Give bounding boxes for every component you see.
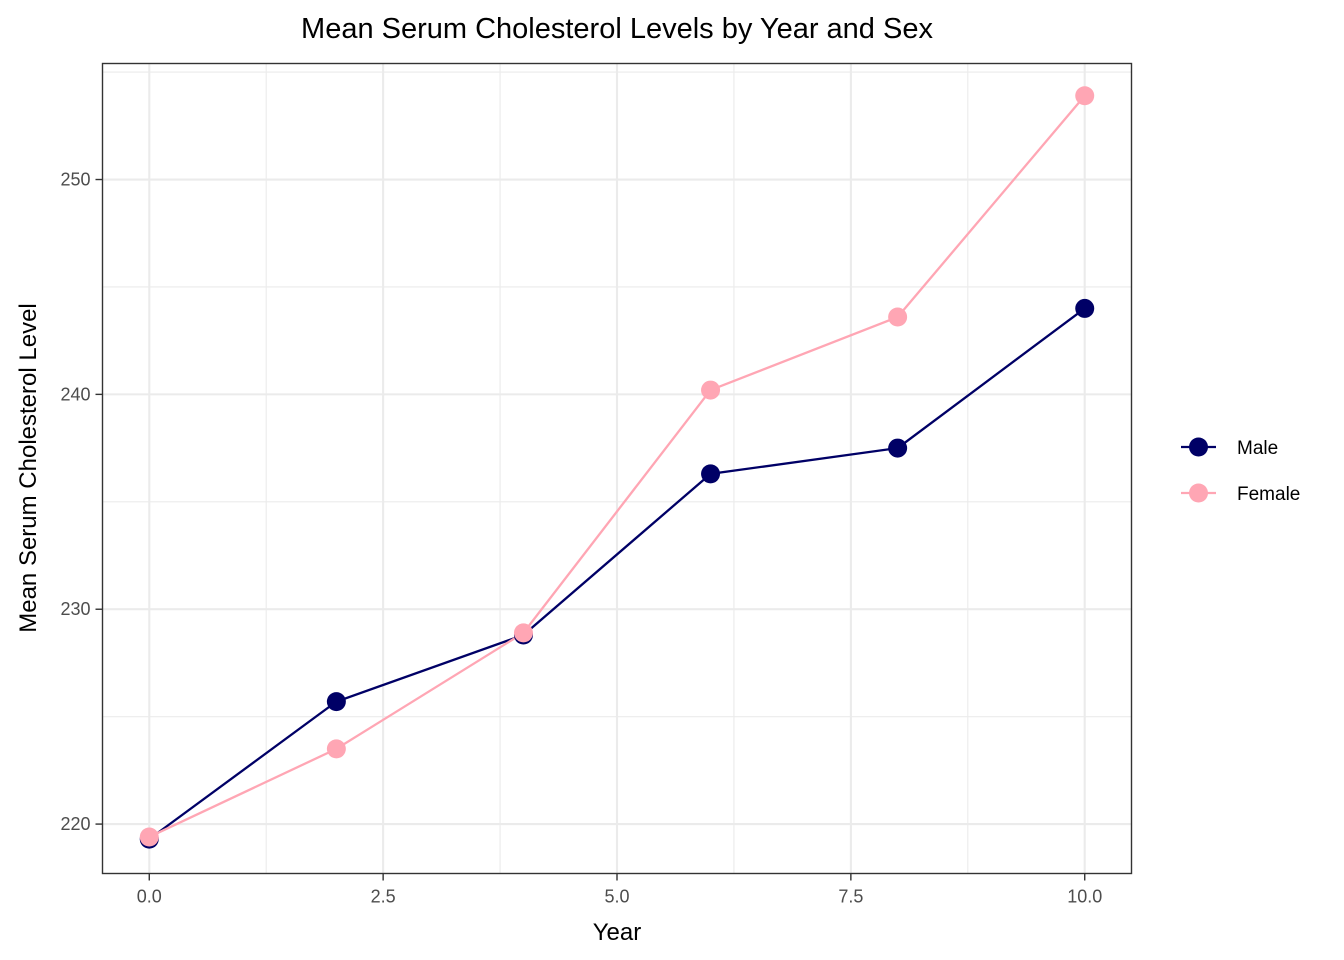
data-point-female	[326, 739, 346, 759]
chart-title: Mean Serum Cholesterol Levels by Year an…	[301, 13, 933, 45]
x-tick-label: 0.0	[137, 887, 162, 907]
data-point-male	[326, 692, 346, 712]
x-axis: 0.0 2.5 5.0 7.5 10.0	[137, 873, 1102, 907]
data-point-female	[1075, 86, 1095, 106]
data-point-male	[701, 464, 721, 484]
x-tick-label: 5.0	[604, 887, 629, 907]
series-layer	[139, 86, 1095, 849]
data-point-female	[701, 380, 721, 400]
x-tick-label: 7.5	[838, 887, 863, 907]
legend-label-male: Male	[1237, 438, 1278, 459]
legend-key-point-male	[1189, 437, 1208, 457]
x-axis-title: Year	[593, 919, 642, 946]
y-tick-label: 250	[60, 170, 90, 190]
legend-label-female: Female	[1237, 484, 1300, 505]
data-point-female	[888, 307, 908, 327]
data-point-male	[1075, 298, 1095, 318]
x-tick-label: 2.5	[371, 887, 396, 907]
series-points-female	[139, 86, 1095, 847]
data-point-male	[888, 438, 908, 458]
legend-key-point-female	[1189, 483, 1208, 503]
y-tick-label: 230	[60, 599, 90, 619]
series-female	[148, 94, 1086, 839]
legend-item-male: Male	[1181, 437, 1278, 459]
grid	[102, 63, 1132, 874]
x-tick-label: 10.0	[1067, 887, 1102, 907]
legend-item-female: Female	[1181, 483, 1300, 505]
data-point-female	[513, 623, 533, 643]
series-line-male	[148, 307, 1086, 841]
legend: Male Female	[1181, 437, 1300, 505]
y-tick-label: 240	[60, 384, 90, 404]
y-axis: 220 230 240 250	[60, 170, 103, 834]
series-male	[148, 307, 1086, 841]
y-axis-title: Mean Serum Cholesterol Level	[15, 303, 42, 633]
data-point-female	[139, 827, 159, 847]
y-tick-label: 220	[60, 814, 90, 834]
series-line-female	[148, 94, 1086, 839]
